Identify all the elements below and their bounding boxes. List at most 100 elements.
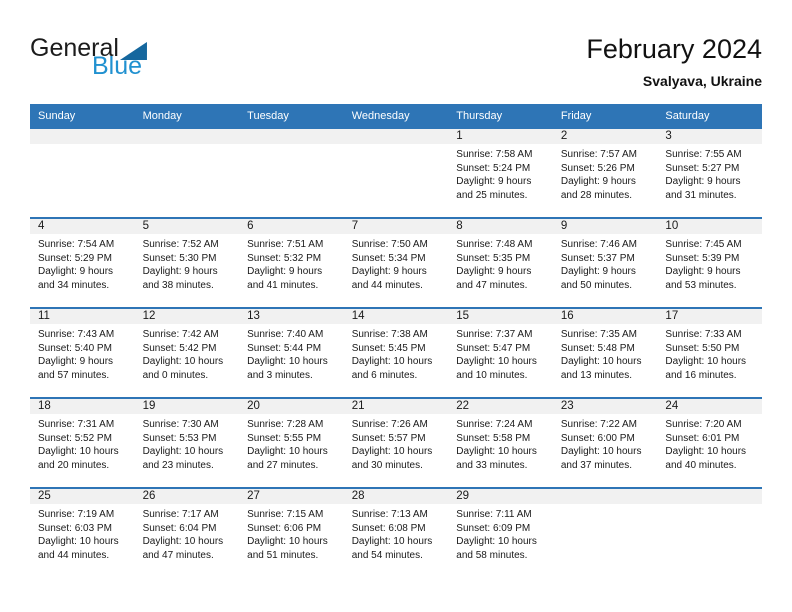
detail-line-daylight2: and 37 minutes. bbox=[560, 459, 633, 471]
day-details: Sunrise: 7:37 AM Sunset: 5:47 PM Daylight:… bbox=[448, 324, 553, 382]
weekday-header-tuesday: Tuesday bbox=[247, 109, 289, 122]
week-row: 25 Sunrise: 7:19 AM Sunset: 6:03 PM Dayligh… bbox=[30, 487, 762, 577]
detail-line-daylight2: and 34 minutes. bbox=[38, 279, 110, 291]
detail-line-daylight1: Daylight: 9 hours bbox=[665, 266, 741, 277]
day-number: 1 bbox=[448, 129, 553, 144]
day-details: Sunrise: 7:28 AM Sunset: 5:55 PM Daylight:… bbox=[239, 414, 344, 472]
day-details: Sunrise: 7:51 AM Sunset: 5:32 PM Daylight:… bbox=[239, 234, 344, 292]
detail-line-sunrise: Sunrise: 7:15 AM bbox=[247, 509, 324, 520]
detail-line-daylight1: Daylight: 10 hours bbox=[247, 356, 328, 367]
detail-line-sunrise: Sunrise: 7:52 AM bbox=[142, 239, 219, 250]
day-details: Sunrise: 7:35 AM Sunset: 5:48 PM Daylight:… bbox=[553, 324, 658, 382]
day-number bbox=[343, 129, 449, 144]
day-number: 8 bbox=[448, 219, 553, 234]
day-number bbox=[30, 129, 135, 144]
detail-line-daylight2: and 41 minutes. bbox=[247, 279, 319, 291]
day-number: 20 bbox=[239, 399, 344, 414]
day-cell-3: 3 Sunrise: 7:55 AM Sunset: 5:27 PM Daylight… bbox=[657, 129, 762, 217]
day-cell-8: 8 Sunrise: 7:48 AM Sunset: 5:35 PM Daylight… bbox=[448, 219, 553, 307]
detail-line-daylight1: Daylight: 9 hours bbox=[665, 176, 741, 187]
weeks-grid: 1 Sunrise: 7:58 AM Sunset: 5:24 PM Daylight… bbox=[30, 127, 762, 577]
detail-line-sunset: Sunset: 6:04 PM bbox=[142, 522, 217, 534]
day-number: 29 bbox=[448, 489, 553, 504]
detail-line-daylight1: Daylight: 10 hours bbox=[456, 446, 537, 457]
detail-line-daylight1: Daylight: 10 hours bbox=[351, 446, 433, 457]
day-cell-18: 18 Sunrise: 7:31 AM Sunset: 5:52 PM Dayligh… bbox=[30, 399, 135, 487]
detail-line-daylight2: and 20 minutes. bbox=[38, 459, 110, 471]
detail-line-sunset: Sunset: 5:58 PM bbox=[456, 432, 531, 444]
day-cell-5: 5 Sunrise: 7:52 AM Sunset: 5:30 PM Daylight… bbox=[134, 219, 240, 307]
detail-line-daylight1: Daylight: 9 hours bbox=[560, 266, 636, 277]
detail-line-sunset: Sunset: 5:24 PM bbox=[456, 162, 531, 174]
day-cell-10: 10 Sunrise: 7:45 AM Sunset: 5:39 PM Dayligh… bbox=[657, 219, 762, 307]
detail-line-daylight1: Daylight: 10 hours bbox=[665, 446, 747, 457]
detail-line-sunrise: Sunrise: 7:43 AM bbox=[38, 329, 115, 340]
day-cell-25: 25 Sunrise: 7:19 AM Sunset: 6:03 PM Dayligh… bbox=[30, 489, 135, 577]
detail-line-daylight2: and 44 minutes. bbox=[351, 279, 423, 291]
day-number: 18 bbox=[30, 399, 135, 414]
day-number: 26 bbox=[134, 489, 240, 504]
day-cell-empty bbox=[30, 129, 135, 217]
detail-line-sunrise: Sunrise: 7:17 AM bbox=[142, 509, 219, 520]
day-cell-2: 2 Sunrise: 7:57 AM Sunset: 5:26 PM Daylight… bbox=[552, 129, 658, 217]
week-row: 11 Sunrise: 7:43 AM Sunset: 5:40 PM Dayligh… bbox=[30, 307, 762, 397]
day-number: 15 bbox=[448, 309, 553, 324]
location-subtitle: Svalyava, Ukraine bbox=[642, 73, 762, 90]
detail-line-daylight1: Daylight: 10 hours bbox=[560, 356, 642, 367]
detail-line-daylight2: and 13 minutes. bbox=[560, 369, 633, 381]
detail-line-sunrise: Sunrise: 7:54 AM bbox=[38, 239, 115, 250]
day-number bbox=[239, 129, 344, 144]
day-details: Sunrise: 7:52 AM Sunset: 5:30 PM Daylight:… bbox=[135, 234, 240, 292]
day-details: Sunrise: 7:45 AM Sunset: 5:39 PM Daylight:… bbox=[657, 234, 762, 292]
detail-line-sunrise: Sunrise: 7:37 AM bbox=[456, 329, 533, 340]
detail-line-sunset: Sunset: 5:57 PM bbox=[351, 432, 426, 444]
day-number: 27 bbox=[239, 489, 344, 504]
detail-line-sunrise: Sunrise: 7:13 AM bbox=[351, 509, 428, 520]
detail-line-daylight2: and 16 minutes. bbox=[665, 369, 737, 381]
day-number: 23 bbox=[552, 399, 658, 414]
day-number: 28 bbox=[343, 489, 449, 504]
detail-line-daylight1: Daylight: 9 hours bbox=[38, 356, 114, 367]
day-number: 17 bbox=[657, 309, 762, 324]
detail-line-daylight1: Daylight: 10 hours bbox=[665, 356, 747, 367]
day-details: Sunrise: 7:24 AM Sunset: 5:58 PM Daylight:… bbox=[448, 414, 553, 472]
detail-line-daylight1: Daylight: 9 hours bbox=[142, 266, 218, 277]
detail-line-sunrise: Sunrise: 7:28 AM bbox=[247, 419, 324, 430]
detail-line-daylight2: and 28 minutes. bbox=[560, 189, 633, 201]
detail-line-daylight2: and 23 minutes. bbox=[142, 459, 214, 471]
detail-line-daylight2: and 25 minutes. bbox=[456, 189, 528, 201]
detail-line-sunset: Sunset: 5:35 PM bbox=[456, 252, 531, 264]
detail-line-sunset: Sunset: 6:03 PM bbox=[38, 522, 112, 534]
day-details: Sunrise: 7:40 AM Sunset: 5:44 PM Daylight:… bbox=[239, 324, 344, 382]
day-details: Sunrise: 7:22 AM Sunset: 6:00 PM Daylight:… bbox=[553, 414, 658, 472]
detail-line-daylight1: Daylight: 10 hours bbox=[142, 446, 224, 457]
detail-line-daylight1: Daylight: 10 hours bbox=[351, 536, 433, 547]
day-number: 12 bbox=[134, 309, 240, 324]
day-details: Sunrise: 7:54 AM Sunset: 5:29 PM Daylight:… bbox=[30, 234, 135, 292]
detail-line-sunset: Sunset: 5:50 PM bbox=[665, 342, 740, 354]
detail-line-sunset: Sunset: 5:32 PM bbox=[247, 252, 322, 264]
day-cell-20: 20 Sunrise: 7:28 AM Sunset: 5:55 PM Dayligh… bbox=[239, 399, 344, 487]
detail-line-daylight2: and 10 minutes. bbox=[456, 369, 528, 381]
day-details: Sunrise: 7:38 AM Sunset: 5:45 PM Daylight:… bbox=[344, 324, 449, 382]
day-cell-28: 28 Sunrise: 7:13 AM Sunset: 6:08 PM Dayligh… bbox=[343, 489, 449, 577]
day-cell-21: 21 Sunrise: 7:26 AM Sunset: 5:57 PM Dayligh… bbox=[343, 399, 449, 487]
day-details: Sunrise: 7:31 AM Sunset: 5:52 PM Daylight:… bbox=[30, 414, 135, 472]
weekday-header-thursday: Thursday bbox=[456, 109, 503, 122]
day-details: Sunrise: 7:55 AM Sunset: 5:27 PM Daylight:… bbox=[657, 144, 762, 202]
detail-line-sunset: Sunset: 5:39 PM bbox=[665, 252, 740, 264]
day-number: 10 bbox=[657, 219, 762, 234]
day-cell-4: 4 Sunrise: 7:54 AM Sunset: 5:29 PM Daylight… bbox=[30, 219, 135, 307]
day-details: Sunrise: 7:30 AM Sunset: 5:53 PM Daylight:… bbox=[135, 414, 240, 472]
detail-line-sunset: Sunset: 5:37 PM bbox=[560, 252, 635, 264]
logo-triangle-icon bbox=[119, 42, 147, 60]
day-cell-empty bbox=[134, 129, 240, 217]
detail-line-sunrise: Sunrise: 7:45 AM bbox=[665, 239, 742, 250]
detail-line-daylight2: and 57 minutes. bbox=[38, 369, 110, 381]
day-cell-29: 29 Sunrise: 7:11 AM Sunset: 6:09 PM Dayligh… bbox=[448, 489, 553, 577]
day-cell-1: 1 Sunrise: 7:58 AM Sunset: 5:24 PM Daylight… bbox=[448, 129, 553, 217]
detail-line-sunrise: Sunrise: 7:31 AM bbox=[38, 419, 115, 430]
detail-line-sunrise: Sunrise: 7:19 AM bbox=[38, 509, 115, 520]
day-details: Sunrise: 7:43 AM Sunset: 5:40 PM Daylight:… bbox=[30, 324, 135, 382]
detail-line-sunrise: Sunrise: 7:11 AM bbox=[456, 509, 532, 520]
